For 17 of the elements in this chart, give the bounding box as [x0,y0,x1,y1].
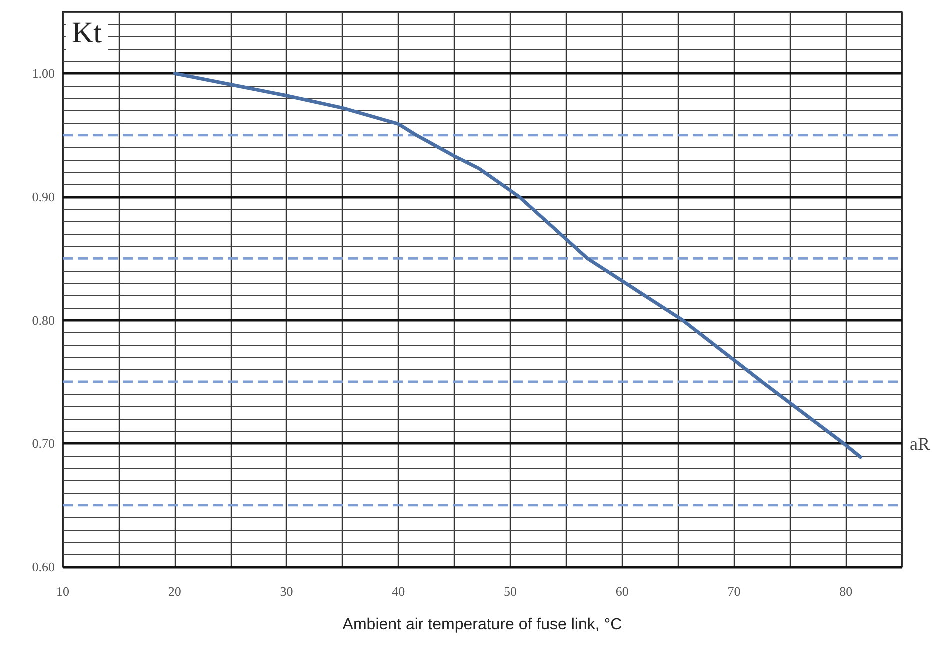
y-tick-label: 0.80 [32,312,55,328]
x-tick-label: 20 [168,584,182,599]
x-tick-label: 30 [280,584,294,599]
y-tick-label: 1.00 [32,66,55,82]
x-tick-label: 40 [392,584,406,599]
x-tick-label: 80 [840,584,853,599]
x-tick-label: 70 [728,584,741,599]
x-tick-label: 60 [616,584,629,599]
y-tick-label: 0.70 [32,436,55,452]
y-tick-label: 0.90 [32,190,55,204]
y-axis-title: Kt [72,16,103,50]
x-axis-title: Ambient air temperature of fuse link, °C [342,616,622,634]
y-tick-label: 0.60 [32,560,55,574]
x-tick-label: 10 [56,584,70,599]
line-series [173,72,862,459]
x-tick-label: 50 [504,584,517,599]
text: aR [910,434,930,454]
